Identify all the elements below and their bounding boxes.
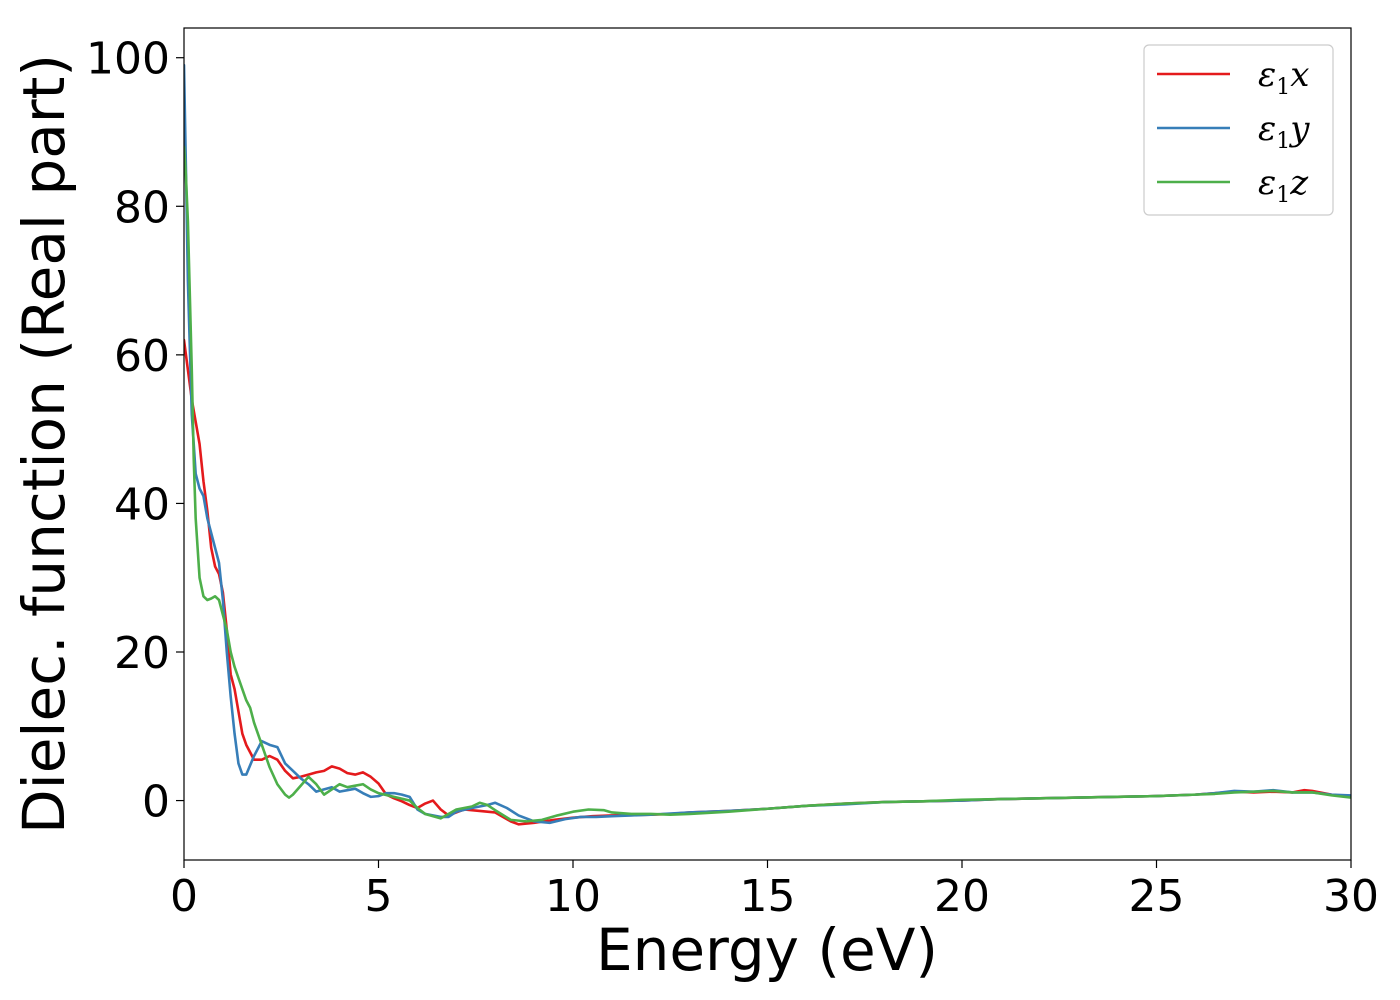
y-tick-label: 80 [114,182,170,233]
x-tick-label: 15 [740,871,796,922]
x-tick-label: 0 [170,871,198,922]
x-tick-label: 20 [934,871,990,922]
y-tick-label: 60 [114,331,170,382]
x-axis-label: Energy (eV) [596,916,938,984]
y-tick-label: 0 [142,777,170,828]
legend: ε1x ε1y ε1z [1143,44,1334,216]
series-layer [184,63,1351,826]
legend-label: ε1z [1258,163,1309,208]
y-tick-label: 20 [114,628,170,679]
legend-label: ε1y [1258,109,1310,154]
y-tick-label: 100 [86,34,170,85]
y-axis: 0 20 40 60 80 100 [86,34,184,828]
legend-label: ε1x [1258,55,1309,100]
x-axis: 0 5 10 15 20 25 30 [170,860,1379,922]
x-tick-label: 25 [1129,871,1185,922]
series-line-z [184,145,1351,823]
y-tick-label: 40 [114,479,170,530]
x-tick-label: 30 [1323,871,1379,922]
x-tick-label: 10 [545,871,601,922]
x-tick-label: 5 [365,871,393,922]
y-axis-label: Dielec. function (Real part) [10,54,78,834]
legend-box [1143,44,1334,216]
